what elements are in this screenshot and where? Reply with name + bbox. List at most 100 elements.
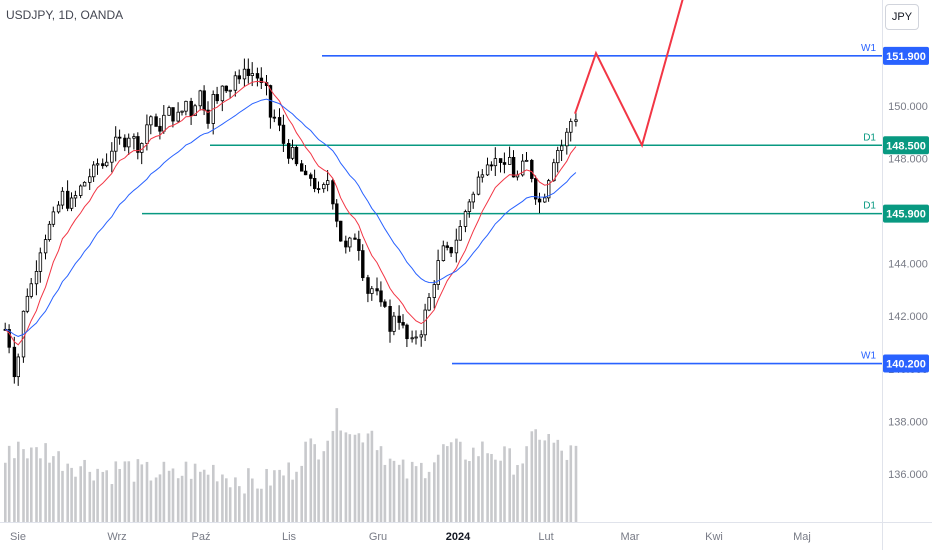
volume-bar [574, 445, 578, 522]
candle-body [560, 145, 564, 151]
candle-body [441, 245, 446, 261]
volume-bar [317, 459, 320, 522]
candle-body [220, 85, 225, 102]
candle-body [489, 164, 494, 167]
volume-bar [401, 459, 405, 522]
volume-bar [427, 471, 431, 522]
level-label: D1 [863, 201, 876, 212]
volume-bar [361, 442, 365, 522]
volume-bar [516, 465, 519, 522]
volume-bar [52, 456, 55, 522]
volume-bar [167, 470, 171, 522]
candle-body [348, 237, 352, 248]
candle-body [281, 124, 286, 144]
volume-bar [344, 432, 348, 522]
candle-body [43, 239, 48, 254]
volume-bar [127, 461, 131, 522]
candle-body [82, 181, 87, 187]
level-badge-value: 140.200 [886, 359, 926, 371]
candle-body [467, 201, 472, 212]
volume-bar [392, 460, 396, 522]
volume-bar [256, 488, 259, 522]
projection-line [574, 0, 684, 149]
candle-body [66, 190, 70, 209]
volume-bar [556, 439, 560, 522]
candle-body [272, 116, 277, 119]
volume-bar [44, 443, 47, 522]
candle-body [476, 176, 481, 195]
time-tick-label: Maj [793, 531, 811, 543]
candle-body [224, 85, 228, 92]
volume-bar [260, 488, 263, 522]
candle-body [405, 324, 409, 340]
volume-bar [269, 485, 272, 522]
volume-bar [370, 430, 374, 522]
volume-bar [534, 429, 537, 522]
candle-body [316, 188, 321, 190]
candle-body [202, 90, 206, 111]
volume-bar [154, 477, 158, 522]
price-tick-label: 136.000 [888, 469, 928, 481]
ema-fast-line [4, 80, 577, 346]
level-badge [883, 204, 929, 223]
volume-bar [39, 458, 42, 522]
volume-bar [30, 447, 33, 522]
candle-body [325, 180, 330, 185]
volume-bar [88, 471, 92, 522]
candle-body [69, 197, 74, 209]
volume-bar [57, 451, 60, 522]
volume-bar [96, 468, 99, 522]
candle-body [303, 170, 308, 176]
level-badge [883, 354, 929, 373]
volume-bar [92, 480, 95, 522]
volume-bar [184, 461, 188, 522]
volume-bar [7, 445, 11, 522]
time-tick-label: 2024 [446, 531, 471, 543]
candle-body [552, 162, 556, 182]
candle-body [485, 164, 490, 176]
candle-body [154, 116, 158, 127]
candle-body [524, 159, 529, 162]
volume-bar [383, 464, 387, 522]
candle-body [449, 247, 453, 254]
volume-bar [335, 408, 339, 522]
time-axis[interactable]: Sie Wrz Paź Lis Gru 2024 Lut Mar Kwi Maj [0, 522, 932, 544]
candle-body [388, 306, 392, 332]
level-badge-value: 151.900 [886, 51, 926, 63]
candle-body [277, 117, 282, 126]
volume-bar [464, 459, 467, 522]
time-tick-label: Lut [538, 531, 553, 543]
candle-body [110, 150, 114, 163]
volume-bar [110, 484, 114, 522]
candle-body [322, 184, 326, 190]
volume-bar [118, 468, 121, 522]
currency-button[interactable]: JPY [885, 4, 919, 30]
candle-body [534, 178, 538, 200]
candle-body [167, 107, 171, 116]
volume-bar [234, 477, 237, 522]
volume-bar [313, 444, 316, 522]
candle-body [537, 198, 542, 203]
level-badges: 151.900 148.500 145.900 140.200 [883, 46, 929, 373]
candle-body [383, 301, 387, 307]
volume-bar [300, 465, 303, 522]
candle-body [445, 245, 449, 248]
volume-bar [388, 458, 392, 522]
time-tick-label: Lis [282, 531, 297, 543]
volume-bar [291, 479, 294, 522]
volume-bar [83, 459, 86, 522]
candle-body [543, 197, 547, 203]
volume-bar [569, 445, 573, 522]
volume-bar [202, 469, 206, 522]
candle-body [353, 237, 357, 240]
candle-body [184, 100, 188, 112]
price-axis[interactable]: 136.000138.000140.000142.000144.000146.0… [882, 0, 928, 550]
candle-body [458, 226, 462, 241]
candle-body [228, 89, 232, 92]
candles [3, 58, 578, 386]
price-tick-label: 142.000 [888, 311, 928, 323]
volume-bar [449, 442, 453, 522]
volume-bar [189, 478, 193, 522]
candle-body [206, 109, 210, 124]
